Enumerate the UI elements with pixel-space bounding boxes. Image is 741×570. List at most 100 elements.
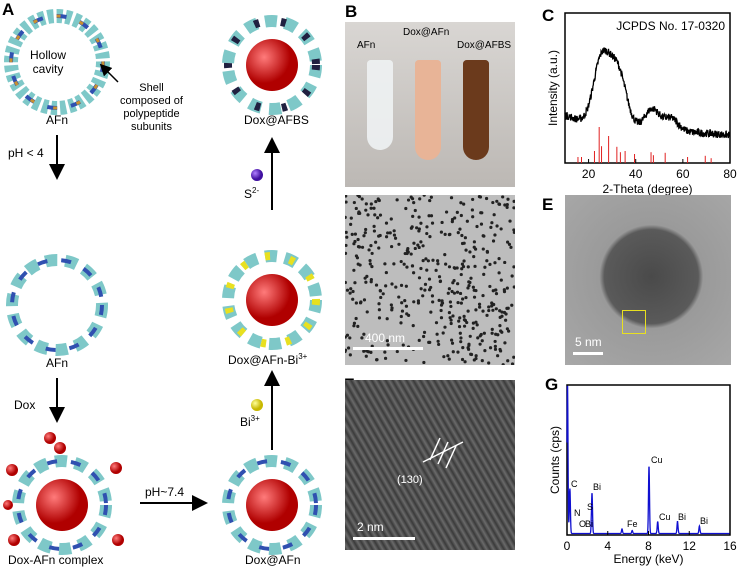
nanoparticle-dot <box>449 304 453 309</box>
nanoparticle-dot <box>422 334 426 339</box>
hrtem-image-e: 5 nm <box>565 195 731 365</box>
scale-bar <box>353 537 415 540</box>
nanoparticle-dot <box>495 224 499 228</box>
nanoparticle-dot <box>452 279 456 283</box>
nanoparticle-dot <box>353 281 357 285</box>
nanoparticle-dot <box>404 284 408 288</box>
y-axis-label: Counts (cps) <box>548 426 562 494</box>
nanoparticle-dot <box>372 224 376 228</box>
nanoparticle-dot <box>351 289 355 294</box>
nanoparticle-dot <box>417 215 421 219</box>
nanoparticle-dot <box>431 258 435 262</box>
nanoparticle-dot <box>417 229 421 233</box>
nanoparticle-dot <box>475 224 479 229</box>
nanoparticle-dot <box>412 241 416 245</box>
nanoparticle-dot <box>444 210 449 214</box>
nanoparticle-dot <box>503 203 507 207</box>
nanoparticle-dot <box>377 246 381 250</box>
nanoparticle-dot <box>399 314 403 319</box>
nanoparticle-dot <box>509 245 513 249</box>
nanoparticle-dot <box>417 245 421 250</box>
nanoparticle-dot <box>429 310 433 314</box>
nanoparticle-dot <box>472 358 476 362</box>
nanoparticle-dot <box>417 276 422 280</box>
nanoparticle-dot <box>430 221 435 225</box>
nanoparticle-dot <box>488 284 492 289</box>
nanoparticle-dot <box>386 231 390 235</box>
nanoparticle-dot <box>456 231 460 235</box>
nanoparticle-dot <box>481 247 485 251</box>
bismuth-ion-icon <box>251 399 263 411</box>
nanoparticle-dot <box>443 252 447 257</box>
nanoparticle-dot <box>487 308 491 313</box>
dox-afn-bi-graphic <box>222 250 322 350</box>
nanoparticle-dot <box>493 233 497 237</box>
nanoparticle-dot <box>469 352 473 356</box>
nanoparticle-dot <box>443 325 447 329</box>
nanoparticle-dot <box>510 274 514 278</box>
nanoparticle-dot <box>377 316 382 320</box>
nanoparticle-dot <box>377 234 381 238</box>
panel-label-c: C <box>542 6 555 25</box>
nanoparticle-dot <box>405 265 409 269</box>
tem-image-d: 400 nm <box>345 195 515 365</box>
nanoparticle-dot <box>488 262 492 266</box>
nanoparticle-dot <box>471 326 475 330</box>
nanoparticle-dot <box>471 285 475 289</box>
nanoparticle-dot <box>370 344 374 348</box>
nanoparticle-dot <box>430 294 435 298</box>
ph-low-label: pH < 4 <box>8 146 44 160</box>
nanoparticle-dot <box>462 318 467 322</box>
nanoparticle-dot <box>425 268 429 272</box>
nanoparticle-dot <box>369 202 373 206</box>
nanoparticle-dot <box>470 208 474 212</box>
nanoparticle-dot <box>425 225 429 229</box>
nanoparticle-dot <box>467 347 471 351</box>
nanoparticle-dot <box>485 259 489 263</box>
nanoparticle-dot <box>427 340 431 344</box>
nanoparticle-dot <box>480 339 484 343</box>
nanoparticle-dot <box>429 285 433 290</box>
nanoparticle-dot <box>376 216 380 220</box>
nanoparticle-dot <box>499 329 503 333</box>
nanoparticle-dot <box>491 308 495 312</box>
nanoparticle-dot <box>388 231 392 235</box>
vial-label: Dox@AFBS <box>457 40 512 51</box>
nanoparticle-dot <box>444 262 448 266</box>
nanoparticle-dot <box>468 334 472 338</box>
nanoparticle-dot <box>364 227 368 232</box>
nanoparticle-dot <box>429 214 434 218</box>
nanoparticle-dot <box>446 354 450 358</box>
nanoparticle-dot <box>512 206 515 210</box>
nanoparticle-dot <box>501 195 505 199</box>
nanoparticle-dot <box>506 359 510 363</box>
nanoparticle-dot <box>345 333 350 337</box>
nanoparticle-dot <box>506 197 510 201</box>
nanoparticle-dot <box>427 214 431 218</box>
nanoparticle-dot <box>384 284 388 288</box>
nanoparticle-dot <box>352 268 356 272</box>
nanoparticle-dot <box>436 339 440 343</box>
nanoparticle-dot <box>483 349 487 353</box>
nanoparticle-dot <box>374 240 378 244</box>
nanoparticle-dot <box>350 232 354 237</box>
nanoparticle-dot <box>447 287 451 291</box>
nanoparticle-dot <box>364 202 368 206</box>
nanoparticle-dot <box>357 210 361 214</box>
nanoparticle-dot <box>362 234 366 238</box>
panel-label-b: B <box>345 2 358 21</box>
nanoparticle-dot <box>365 349 369 353</box>
nanoparticle-dot <box>476 336 480 340</box>
sulfide-ion-icon <box>251 169 263 181</box>
nanoparticle-dot <box>460 262 465 266</box>
nanoparticle-dot <box>512 285 515 289</box>
nanoparticle-dot <box>360 245 365 249</box>
nanoparticle-dot <box>419 221 423 225</box>
nanoparticle-dot <box>464 248 468 252</box>
nanoparticle-dot <box>352 200 356 205</box>
nanoparticle-dot <box>362 298 367 302</box>
nanoparticle-dot <box>423 282 428 286</box>
nanoparticle-dot <box>455 210 459 214</box>
nanoparticle-dot <box>457 325 462 329</box>
nanoparticle-dot <box>487 305 491 309</box>
